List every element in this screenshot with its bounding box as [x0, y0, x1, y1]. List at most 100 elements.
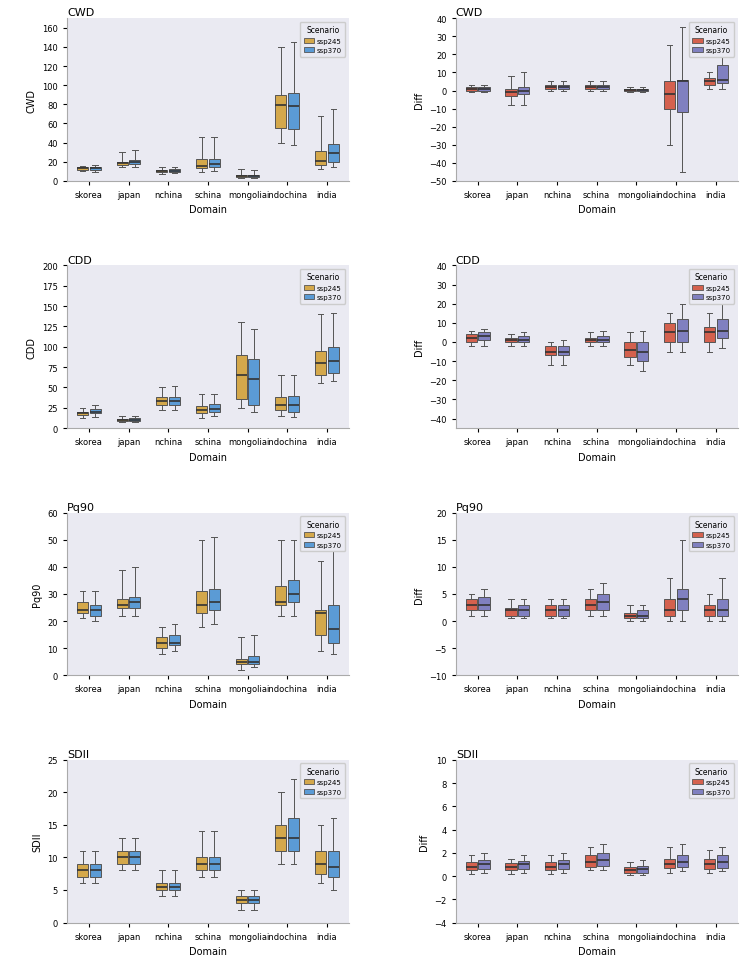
- PathPatch shape: [585, 855, 596, 867]
- PathPatch shape: [235, 897, 247, 903]
- X-axis label: Domain: Domain: [577, 700, 615, 709]
- PathPatch shape: [315, 610, 326, 635]
- PathPatch shape: [288, 94, 299, 130]
- PathPatch shape: [248, 656, 259, 665]
- PathPatch shape: [328, 348, 339, 374]
- PathPatch shape: [664, 600, 675, 616]
- PathPatch shape: [704, 328, 715, 343]
- Text: CDD: CDD: [456, 256, 481, 265]
- PathPatch shape: [77, 864, 88, 877]
- PathPatch shape: [505, 339, 516, 343]
- PathPatch shape: [585, 600, 596, 610]
- PathPatch shape: [478, 333, 489, 341]
- PathPatch shape: [624, 867, 635, 873]
- PathPatch shape: [288, 580, 299, 603]
- PathPatch shape: [505, 608, 516, 616]
- Text: CWD: CWD: [67, 9, 95, 18]
- PathPatch shape: [235, 176, 247, 178]
- PathPatch shape: [518, 337, 529, 343]
- PathPatch shape: [597, 86, 609, 89]
- PathPatch shape: [288, 396, 299, 412]
- PathPatch shape: [637, 89, 648, 92]
- PathPatch shape: [545, 86, 557, 89]
- Text: SDII: SDII: [67, 750, 89, 759]
- PathPatch shape: [315, 352, 326, 376]
- PathPatch shape: [235, 356, 247, 400]
- PathPatch shape: [169, 170, 180, 173]
- Text: CDD: CDD: [67, 256, 92, 265]
- PathPatch shape: [276, 586, 287, 605]
- X-axis label: Domain: Domain: [189, 453, 227, 462]
- PathPatch shape: [248, 176, 259, 178]
- Legend: ssp245, ssp370: ssp245, ssp370: [300, 517, 345, 552]
- PathPatch shape: [597, 337, 609, 343]
- Y-axis label: Pq90: Pq90: [32, 582, 42, 606]
- PathPatch shape: [558, 605, 569, 616]
- PathPatch shape: [717, 66, 728, 85]
- PathPatch shape: [597, 853, 609, 866]
- PathPatch shape: [156, 638, 168, 649]
- PathPatch shape: [624, 613, 635, 619]
- PathPatch shape: [117, 851, 127, 864]
- PathPatch shape: [478, 597, 489, 610]
- PathPatch shape: [677, 855, 688, 867]
- PathPatch shape: [196, 857, 207, 871]
- X-axis label: Domain: Domain: [577, 206, 615, 215]
- PathPatch shape: [315, 152, 326, 165]
- PathPatch shape: [558, 86, 569, 89]
- PathPatch shape: [77, 168, 88, 171]
- PathPatch shape: [677, 81, 688, 113]
- PathPatch shape: [545, 605, 557, 616]
- Text: SDII: SDII: [456, 750, 478, 759]
- PathPatch shape: [558, 860, 569, 869]
- Text: Pq90: Pq90: [456, 503, 484, 512]
- PathPatch shape: [248, 897, 259, 903]
- PathPatch shape: [597, 594, 609, 610]
- PathPatch shape: [466, 87, 477, 91]
- X-axis label: Domain: Domain: [189, 947, 227, 956]
- PathPatch shape: [117, 600, 127, 608]
- Legend: ssp245, ssp370: ssp245, ssp370: [300, 270, 345, 305]
- PathPatch shape: [130, 160, 141, 164]
- PathPatch shape: [704, 859, 715, 869]
- PathPatch shape: [585, 339, 596, 343]
- PathPatch shape: [466, 335, 477, 343]
- PathPatch shape: [704, 79, 715, 86]
- PathPatch shape: [196, 160, 207, 169]
- PathPatch shape: [156, 398, 168, 406]
- PathPatch shape: [545, 862, 557, 871]
- PathPatch shape: [717, 855, 728, 868]
- PathPatch shape: [196, 592, 207, 613]
- X-axis label: Domain: Domain: [189, 700, 227, 709]
- PathPatch shape: [235, 659, 247, 665]
- Y-axis label: SDII: SDII: [32, 831, 42, 851]
- PathPatch shape: [505, 863, 516, 871]
- PathPatch shape: [717, 600, 728, 616]
- Y-axis label: CDD: CDD: [27, 336, 37, 358]
- PathPatch shape: [288, 819, 299, 851]
- Legend: ssp245, ssp370: ssp245, ssp370: [689, 270, 734, 305]
- PathPatch shape: [276, 96, 287, 129]
- Text: CWD: CWD: [456, 9, 483, 18]
- X-axis label: Domain: Domain: [189, 206, 227, 215]
- PathPatch shape: [518, 605, 529, 616]
- PathPatch shape: [478, 87, 489, 91]
- PathPatch shape: [117, 420, 127, 421]
- PathPatch shape: [169, 635, 180, 646]
- PathPatch shape: [664, 859, 675, 868]
- PathPatch shape: [156, 883, 168, 890]
- PathPatch shape: [89, 605, 101, 616]
- PathPatch shape: [169, 883, 180, 890]
- Y-axis label: Diff: Diff: [419, 833, 429, 850]
- PathPatch shape: [196, 407, 207, 414]
- PathPatch shape: [248, 359, 259, 406]
- Y-axis label: CWD: CWD: [27, 88, 37, 112]
- PathPatch shape: [77, 603, 88, 613]
- PathPatch shape: [717, 320, 728, 339]
- PathPatch shape: [130, 597, 141, 608]
- PathPatch shape: [130, 419, 141, 421]
- PathPatch shape: [466, 862, 477, 871]
- PathPatch shape: [637, 343, 648, 361]
- PathPatch shape: [545, 347, 557, 356]
- PathPatch shape: [677, 589, 688, 610]
